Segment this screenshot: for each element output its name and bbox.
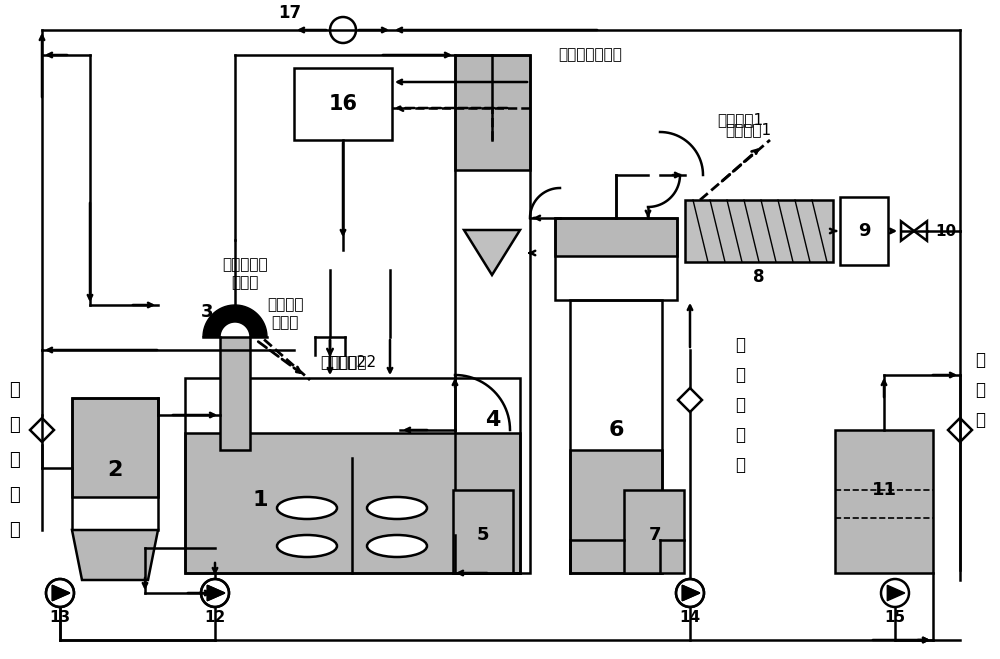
Bar	[455, 55, 530, 170]
Bar	[72, 398, 158, 530]
Ellipse shape	[367, 497, 427, 519]
Bar	[453, 490, 513, 573]
Text: 17: 17	[278, 4, 302, 22]
Polygon shape	[207, 585, 225, 601]
Bar	[294, 68, 392, 140]
Bar	[570, 450, 662, 573]
Text: 8: 8	[753, 268, 765, 286]
Bar	[624, 490, 684, 573]
Bar	[185, 378, 520, 573]
Text: 5: 5	[477, 526, 489, 544]
Bar	[555, 218, 677, 256]
Text: 水: 水	[975, 411, 985, 429]
Text: 解进料: 解进料	[271, 316, 299, 331]
Text: 凝: 凝	[975, 381, 985, 399]
Text: 磷: 磷	[10, 416, 20, 434]
Text: 16: 16	[328, 94, 358, 114]
Bar	[72, 398, 158, 497]
Ellipse shape	[367, 535, 427, 557]
Text: 碳酸钙硫酸: 碳酸钙硫酸	[222, 258, 268, 273]
Text: 3: 3	[201, 303, 213, 321]
Text: 热量输出1: 热量输出1	[725, 123, 771, 138]
Text: 1: 1	[252, 490, 268, 510]
Text: 溶: 溶	[735, 426, 745, 444]
Bar	[185, 432, 520, 573]
Text: 铵浆料: 铵浆料	[231, 275, 259, 291]
Bar	[455, 55, 530, 573]
Text: 浆: 浆	[10, 486, 20, 504]
Text: 磷矿石酸: 磷矿石酸	[267, 297, 303, 312]
Bar	[835, 430, 933, 573]
Polygon shape	[682, 585, 700, 601]
Text: 2: 2	[107, 460, 123, 480]
Polygon shape	[52, 585, 70, 601]
Text: 冷: 冷	[975, 351, 985, 369]
Polygon shape	[72, 530, 158, 580]
Text: 热量输出2: 热量输出2	[320, 355, 366, 370]
Bar	[570, 450, 662, 573]
Ellipse shape	[277, 535, 337, 557]
Text: 液: 液	[735, 456, 745, 474]
Text: 11: 11	[872, 481, 896, 499]
Text: 4: 4	[485, 410, 501, 430]
Text: 14: 14	[679, 610, 701, 625]
Bar	[555, 218, 677, 256]
Bar	[570, 300, 662, 573]
Polygon shape	[52, 585, 70, 601]
Polygon shape	[203, 305, 267, 337]
Polygon shape	[682, 585, 700, 601]
Bar	[840, 197, 888, 265]
Text: 10: 10	[935, 223, 956, 239]
Text: 磷石膏氨水浆料: 磷石膏氨水浆料	[558, 47, 622, 63]
Text: 13: 13	[49, 610, 71, 625]
Text: 12: 12	[204, 610, 226, 625]
Text: 热量输出2: 热量输出2	[330, 355, 376, 370]
Polygon shape	[464, 230, 520, 275]
Ellipse shape	[277, 497, 337, 519]
Bar	[220, 337, 250, 450]
Bar	[185, 432, 520, 573]
Text: 6: 6	[608, 420, 624, 440]
Text: 料: 料	[10, 521, 20, 539]
Text: 热量输出1: 热量输出1	[717, 113, 763, 127]
Text: 15: 15	[884, 610, 906, 625]
Text: 7: 7	[649, 526, 661, 544]
Polygon shape	[207, 585, 225, 601]
Text: 9: 9	[858, 222, 870, 240]
Bar	[72, 398, 158, 497]
Bar	[455, 55, 530, 170]
Bar	[685, 200, 833, 262]
Text: 氟: 氟	[735, 336, 745, 354]
Bar	[555, 218, 677, 300]
Polygon shape	[887, 585, 905, 601]
Text: 酸: 酸	[735, 396, 745, 414]
Text: 酸: 酸	[10, 451, 20, 469]
Text: 稀: 稀	[10, 381, 20, 399]
Text: 硅: 硅	[735, 366, 745, 384]
